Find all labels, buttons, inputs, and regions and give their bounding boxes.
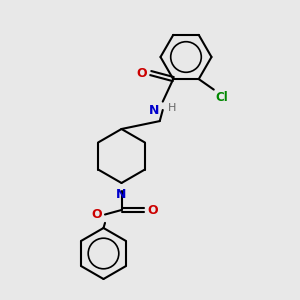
Text: N: N [116,188,127,200]
Text: Cl: Cl [215,91,228,104]
Text: O: O [147,203,158,217]
Text: O: O [92,208,102,221]
Text: N: N [149,104,159,117]
Text: O: O [136,67,147,80]
Text: H: H [168,103,176,113]
